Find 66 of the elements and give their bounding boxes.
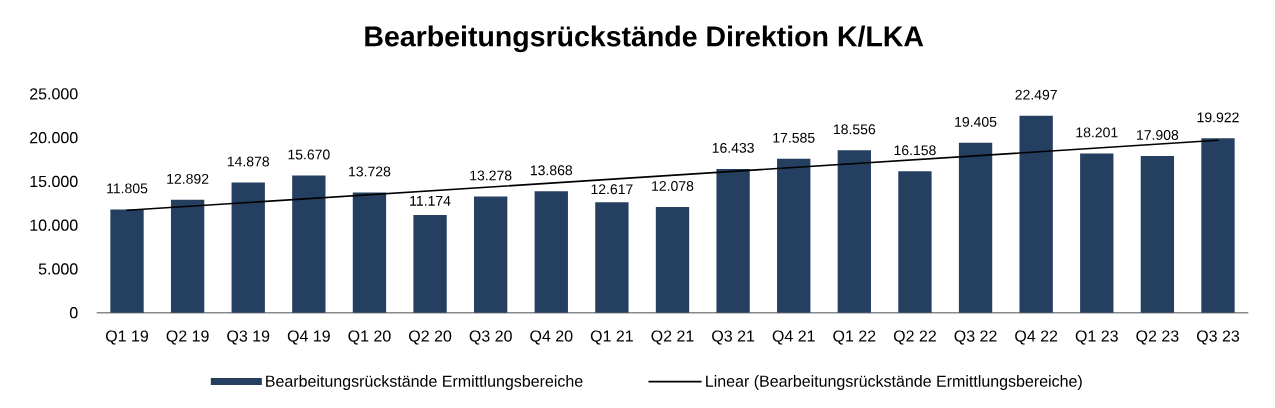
data-label: 19.922 — [1197, 112, 1239, 123]
x-tick-label: Q3 21 — [712, 330, 755, 345]
y-tick-label: 10.000 — [30, 219, 78, 231]
data-label: 22.497 — [1015, 89, 1057, 100]
data-label: 19.405 — [955, 116, 997, 127]
data-label: 13.868 — [530, 165, 573, 176]
x-tick-label: Q1 19 — [105, 330, 149, 345]
bar — [170, 199, 205, 313]
x-tick-label: Q2 22 — [893, 330, 936, 345]
x-tick-label: Q3 20 — [469, 330, 512, 345]
data-label: 17.585 — [773, 132, 815, 143]
x-tick-label: Q3 19 — [227, 330, 270, 345]
bar — [474, 196, 508, 313]
data-label: 18.201 — [1076, 127, 1118, 138]
data-label: 12.617 — [591, 184, 633, 195]
bar — [352, 192, 387, 313]
data-label: 12.892 — [167, 173, 209, 184]
bar — [777, 158, 811, 313]
x-tick-label: Q2 23 — [1136, 330, 1179, 345]
x-tick-label: Q4 19 — [287, 330, 330, 345]
bar — [595, 202, 629, 313]
y-tick-label: 5.000 — [38, 263, 78, 275]
bar — [1019, 115, 1053, 313]
x-tick-label: Q4 21 — [772, 330, 815, 345]
bar — [231, 182, 265, 313]
x-tick-label: Q2 19 — [166, 330, 209, 345]
y-tick-label: 25.000 — [30, 88, 78, 100]
bar — [1080, 153, 1114, 313]
data-label: 11.174 — [410, 196, 451, 206]
bar — [898, 171, 932, 313]
x-tick-label: Q2 20 — [409, 330, 452, 345]
data-label: 14.878 — [227, 156, 270, 167]
chart-title: Bearbeitungsrückstände Direktion K/LKA — [365, 25, 924, 53]
x-tick-label: Q1 22 — [833, 330, 876, 345]
bar — [534, 191, 568, 313]
x-tick-label: Q1 20 — [348, 330, 391, 345]
bar — [837, 150, 871, 313]
data-label: 12.078 — [652, 181, 694, 191]
x-tick-label: Q3 23 — [1196, 330, 1240, 345]
x-tick-label: Q3 22 — [954, 330, 997, 345]
data-label: 18.556 — [833, 124, 876, 135]
bar — [655, 206, 690, 313]
legend-label: Linear (Bearbeitungsrückstände Ermittlungsbereiche) — [706, 375, 1082, 390]
y-tick-label: 20.000 — [30, 131, 78, 144]
data-label: 11.805 — [107, 183, 148, 194]
x-tick-label: Q4 22 — [1015, 330, 1058, 345]
data-label: 13.278 — [470, 170, 512, 181]
x-tick-label: Q1 21 — [590, 330, 633, 345]
y-tick-label: 0 — [69, 307, 78, 319]
x-tick-label: Q2 21 — [651, 330, 694, 345]
data-label: 16.433 — [712, 142, 754, 153]
bar — [292, 175, 326, 313]
x-tick-label: Q4 20 — [530, 330, 573, 345]
bar — [716, 168, 750, 313]
bar — [413, 214, 447, 313]
x-tick-label: Q1 23 — [1075, 330, 1118, 345]
data-label: 15.670 — [288, 149, 330, 160]
bar — [1140, 155, 1175, 313]
data-label: 13.728 — [349, 166, 391, 177]
data-label: 17.908 — [1137, 130, 1179, 140]
bar — [1201, 138, 1235, 313]
bar — [958, 142, 993, 313]
data-label: 16.158 — [894, 145, 936, 156]
bar — [110, 209, 144, 313]
y-tick-label: 15.000 — [30, 175, 78, 188]
legend-label: Bearbeitungsrückstände Ermittlungsbereiche — [266, 375, 583, 390]
